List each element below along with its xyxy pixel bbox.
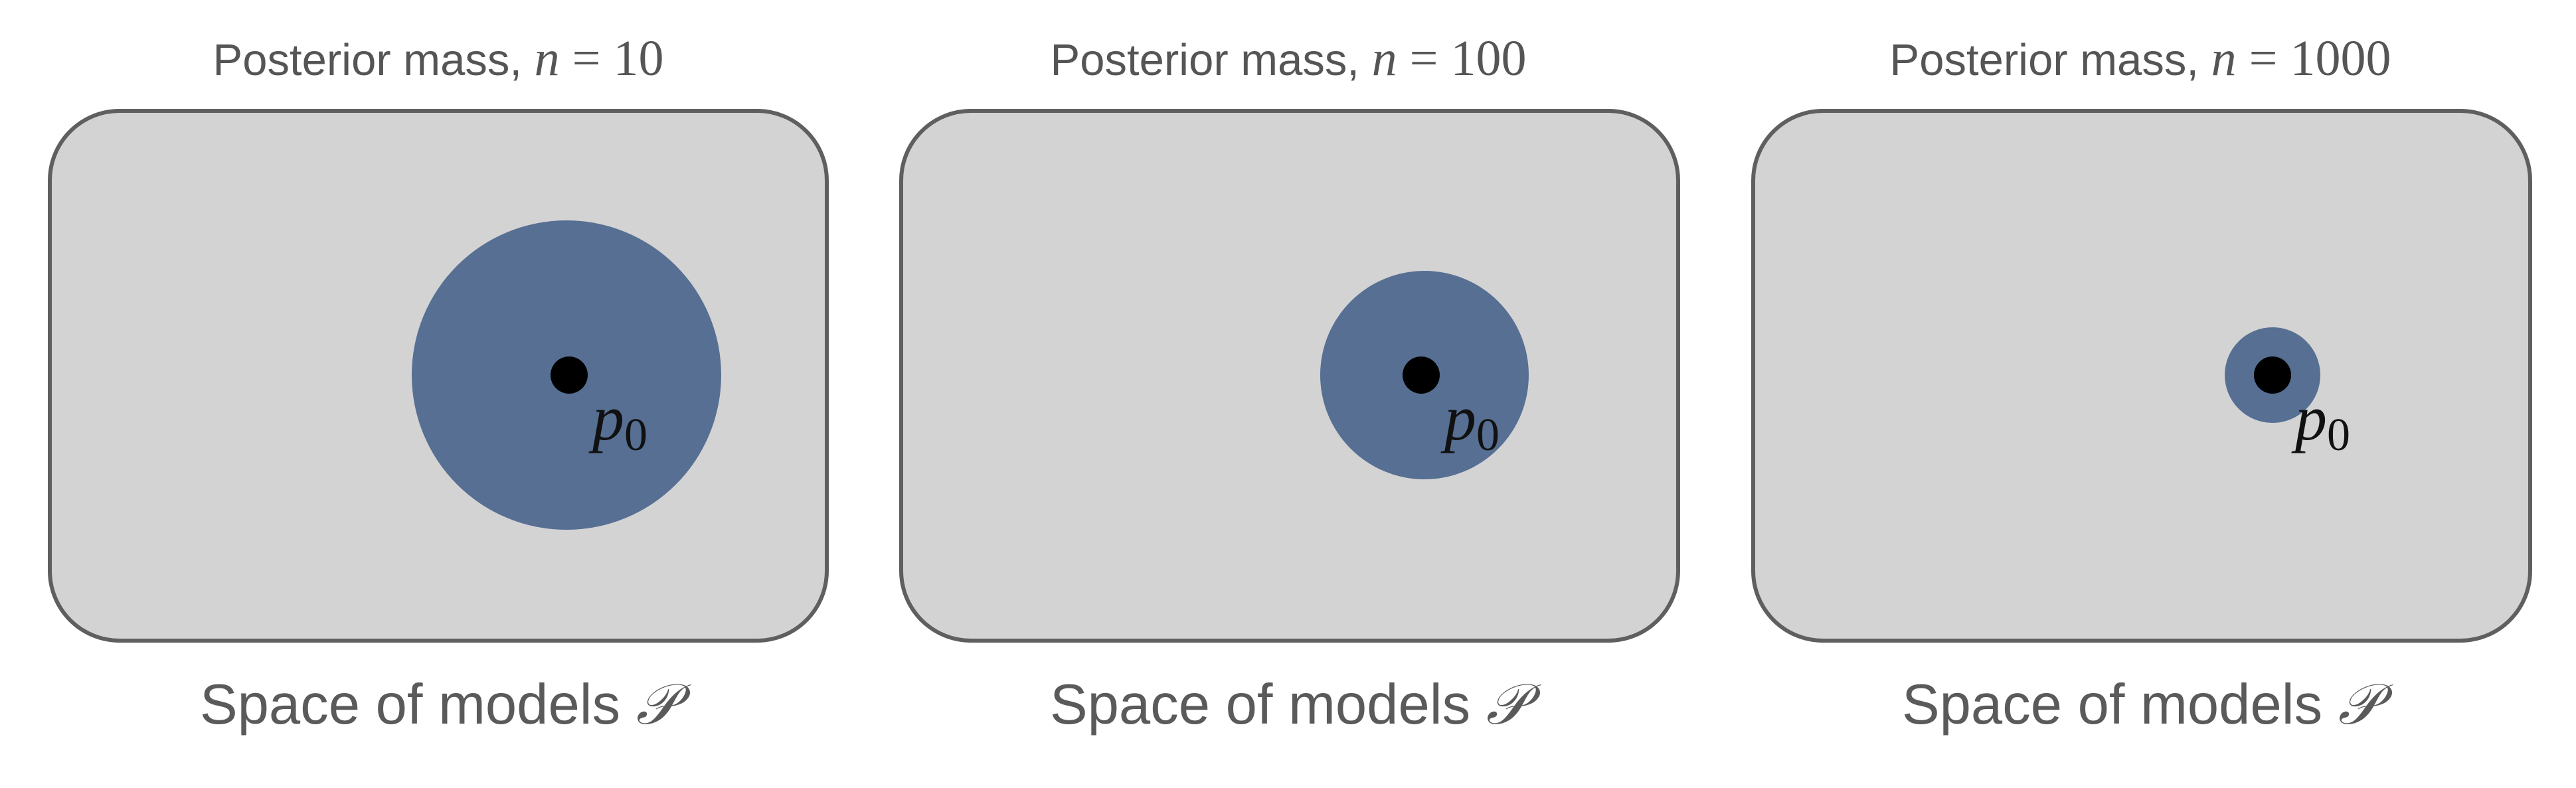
panel-title: Posterior mass, n = 1000 [1890,31,2391,86]
point-label: p0 [2291,382,2350,461]
title-prefix: Posterior mass, [213,35,535,85]
point-label-letter: p [2291,382,2327,453]
title-value: 100 [1450,31,1526,86]
caption-text: Space of models [1902,673,2338,736]
point-label-subscript: 0 [1476,410,1500,461]
panel-caption: Space of models 𝒫 [1050,672,1541,738]
caption-symbol: 𝒫 [1486,672,1541,738]
true-model-point [551,356,588,394]
model-space-rect [899,109,1680,643]
title-prefix: Posterior mass, [1051,35,1372,85]
caption-text: Space of models [1050,673,1486,736]
panel-3: Posterior mass, n = 1000 p0 Space of mod… [1751,31,2532,738]
caption-text: Space of models [200,673,636,736]
title-prefix: Posterior mass, [1890,35,2211,85]
caption-symbol: 𝒫 [2338,672,2393,738]
panel-title: Posterior mass, n = 100 [1051,31,1527,86]
title-value: 10 [613,31,663,86]
title-equals: = [2237,31,2290,86]
true-model-point [1403,356,1440,394]
title-variable: n [535,31,560,86]
panel-2: Posterior mass, n = 100 p0 Space of mode… [899,31,1680,738]
title-value: 1000 [2290,31,2391,86]
point-label-subscript: 0 [624,410,647,461]
point-label-subscript: 0 [2327,410,2350,461]
title-variable: n [2211,31,2237,86]
point-label: p0 [1440,382,1500,461]
panel-1: Posterior mass, n = 10 p0 Space of model… [48,31,829,738]
panel-caption: Space of models 𝒫 [200,672,691,738]
panel-caption: Space of models 𝒫 [1902,672,2393,738]
title-equals: = [560,31,614,86]
point-label: p0 [588,382,647,461]
true-model-point [2254,356,2291,394]
title-variable: n [1372,31,1397,86]
caption-symbol: 𝒫 [636,672,691,738]
model-space-rect [1751,109,2532,643]
panel-title: Posterior mass, n = 10 [213,31,664,86]
point-label-letter: p [1440,382,1476,453]
point-label-letter: p [588,382,624,453]
title-equals: = [1397,31,1451,86]
